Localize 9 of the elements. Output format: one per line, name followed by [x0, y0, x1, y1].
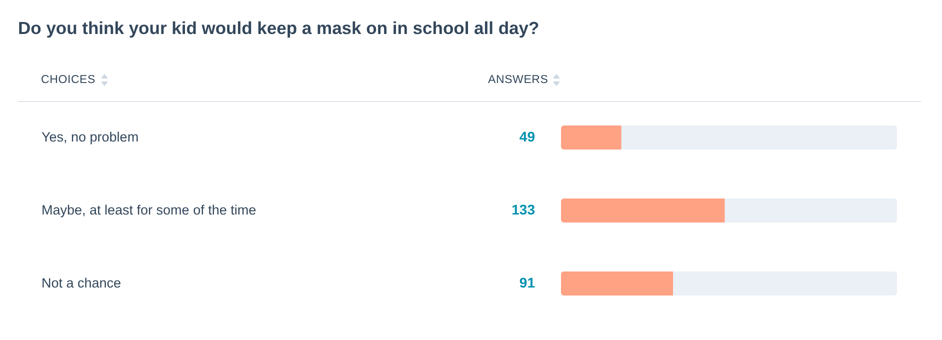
x-axis-title: ANSWERS [488, 74, 548, 86]
data-label: 91 [519, 274, 536, 290]
y-tick-label: Yes, no problem [42, 130, 139, 144]
y-axis-title: CHOICES [41, 74, 96, 86]
text: Do you think your kid would keep a mask on in school all day? [18, 18, 540, 39]
y-tick-label: Not a chance [42, 276, 122, 290]
data-label: 133 [512, 202, 536, 218]
y-tick-label: Maybe, at least for some of the time [42, 202, 256, 218]
data-label: 49 [519, 128, 536, 144]
